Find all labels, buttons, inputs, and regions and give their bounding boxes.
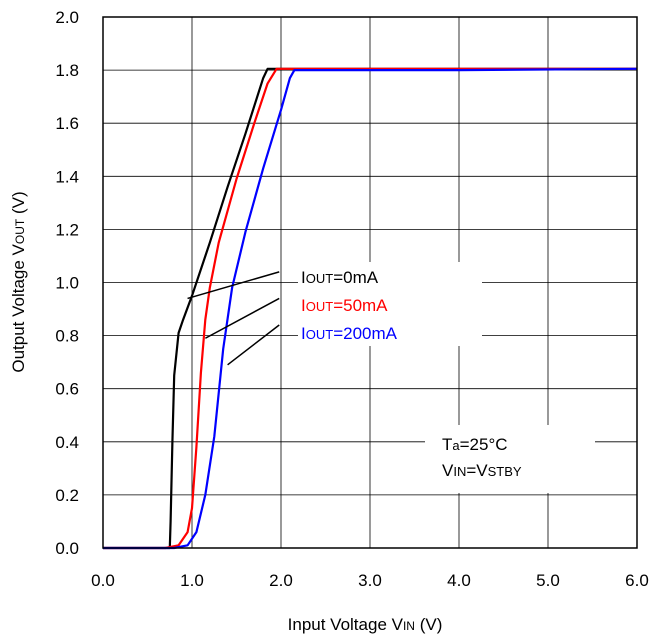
y-tick-label: 1.6	[55, 114, 79, 133]
y-tick-label: 0.8	[55, 327, 79, 346]
annotation-value: =200mA	[333, 324, 397, 343]
annotation-iout-50ma: IOUT=50mA	[301, 296, 388, 315]
annotation-background	[298, 262, 482, 346]
annotation-value: =0mA	[333, 268, 379, 287]
y-tick-label: 0.2	[55, 486, 79, 505]
annotation-value: =50mA	[333, 296, 388, 315]
series-line-0	[103, 67, 637, 550]
x-tick-label: 1.0	[180, 571, 204, 590]
y-tick-label: 1.4	[55, 167, 79, 186]
annotation-i-letter: I	[301, 324, 306, 343]
axis-ticks: 0.0 1.0 2.0 3.0 4.0 5.0 6.0 0.0 0.2 0.4 0.6 0.8 1.0 1…	[55, 8, 648, 590]
annotation-subscript: OUT	[306, 299, 334, 314]
annotation-i-letter: I	[301, 296, 306, 315]
y-tick-label: 0.0	[55, 539, 79, 558]
annotation-subscript: OUT	[306, 327, 334, 342]
y-tick-label: 0.4	[55, 433, 79, 452]
callout-leader-2	[227, 324, 280, 366]
annotation-iout-200ma: IOUT=200mA	[301, 324, 398, 343]
y-tick-label: 1.0	[55, 274, 79, 293]
series-lines	[103, 67, 638, 550]
series-annotations: IOUT=0mA IOUT=50mA IOUT=200mA	[298, 262, 482, 346]
conditions-box: Ta=25°C VIN=VSTBY	[425, 425, 595, 493]
y-tick-label: 2.0	[55, 8, 79, 27]
callout-lines	[187, 271, 280, 366]
y-tick-label: 1.2	[55, 220, 79, 239]
x-axis-label: Input Voltage VIN (V)	[288, 615, 443, 634]
callout-leader-1	[204, 297, 280, 339]
y-tick-label: 1.8	[55, 61, 79, 80]
callout-leader-0	[187, 271, 280, 300]
x-tick-label: 0.0	[91, 571, 115, 590]
x-tick-label: 6.0	[625, 571, 649, 590]
condition-temperature: Ta=25°C	[442, 435, 508, 454]
x-tick-label: 3.0	[358, 571, 382, 590]
series-line-2	[103, 67, 638, 550]
plot-frame	[102, 16, 638, 549]
annotation-iout-0ma: IOUT=0mA	[301, 268, 379, 287]
x-tick-label: 2.0	[269, 571, 293, 590]
x-tick-label: 4.0	[447, 571, 471, 590]
x-tick-label: 5.0	[536, 571, 560, 590]
y-tick-label: 0.6	[55, 380, 79, 399]
annotation-i-letter: I	[301, 268, 306, 287]
conditions-background	[425, 425, 595, 493]
annotation-subscript: OUT	[306, 271, 334, 286]
series-line-1	[103, 67, 637, 550]
y-axis-label: Output Voltage VOUT (V)	[9, 191, 28, 372]
condition-vin: VIN=VSTBY	[442, 461, 522, 480]
